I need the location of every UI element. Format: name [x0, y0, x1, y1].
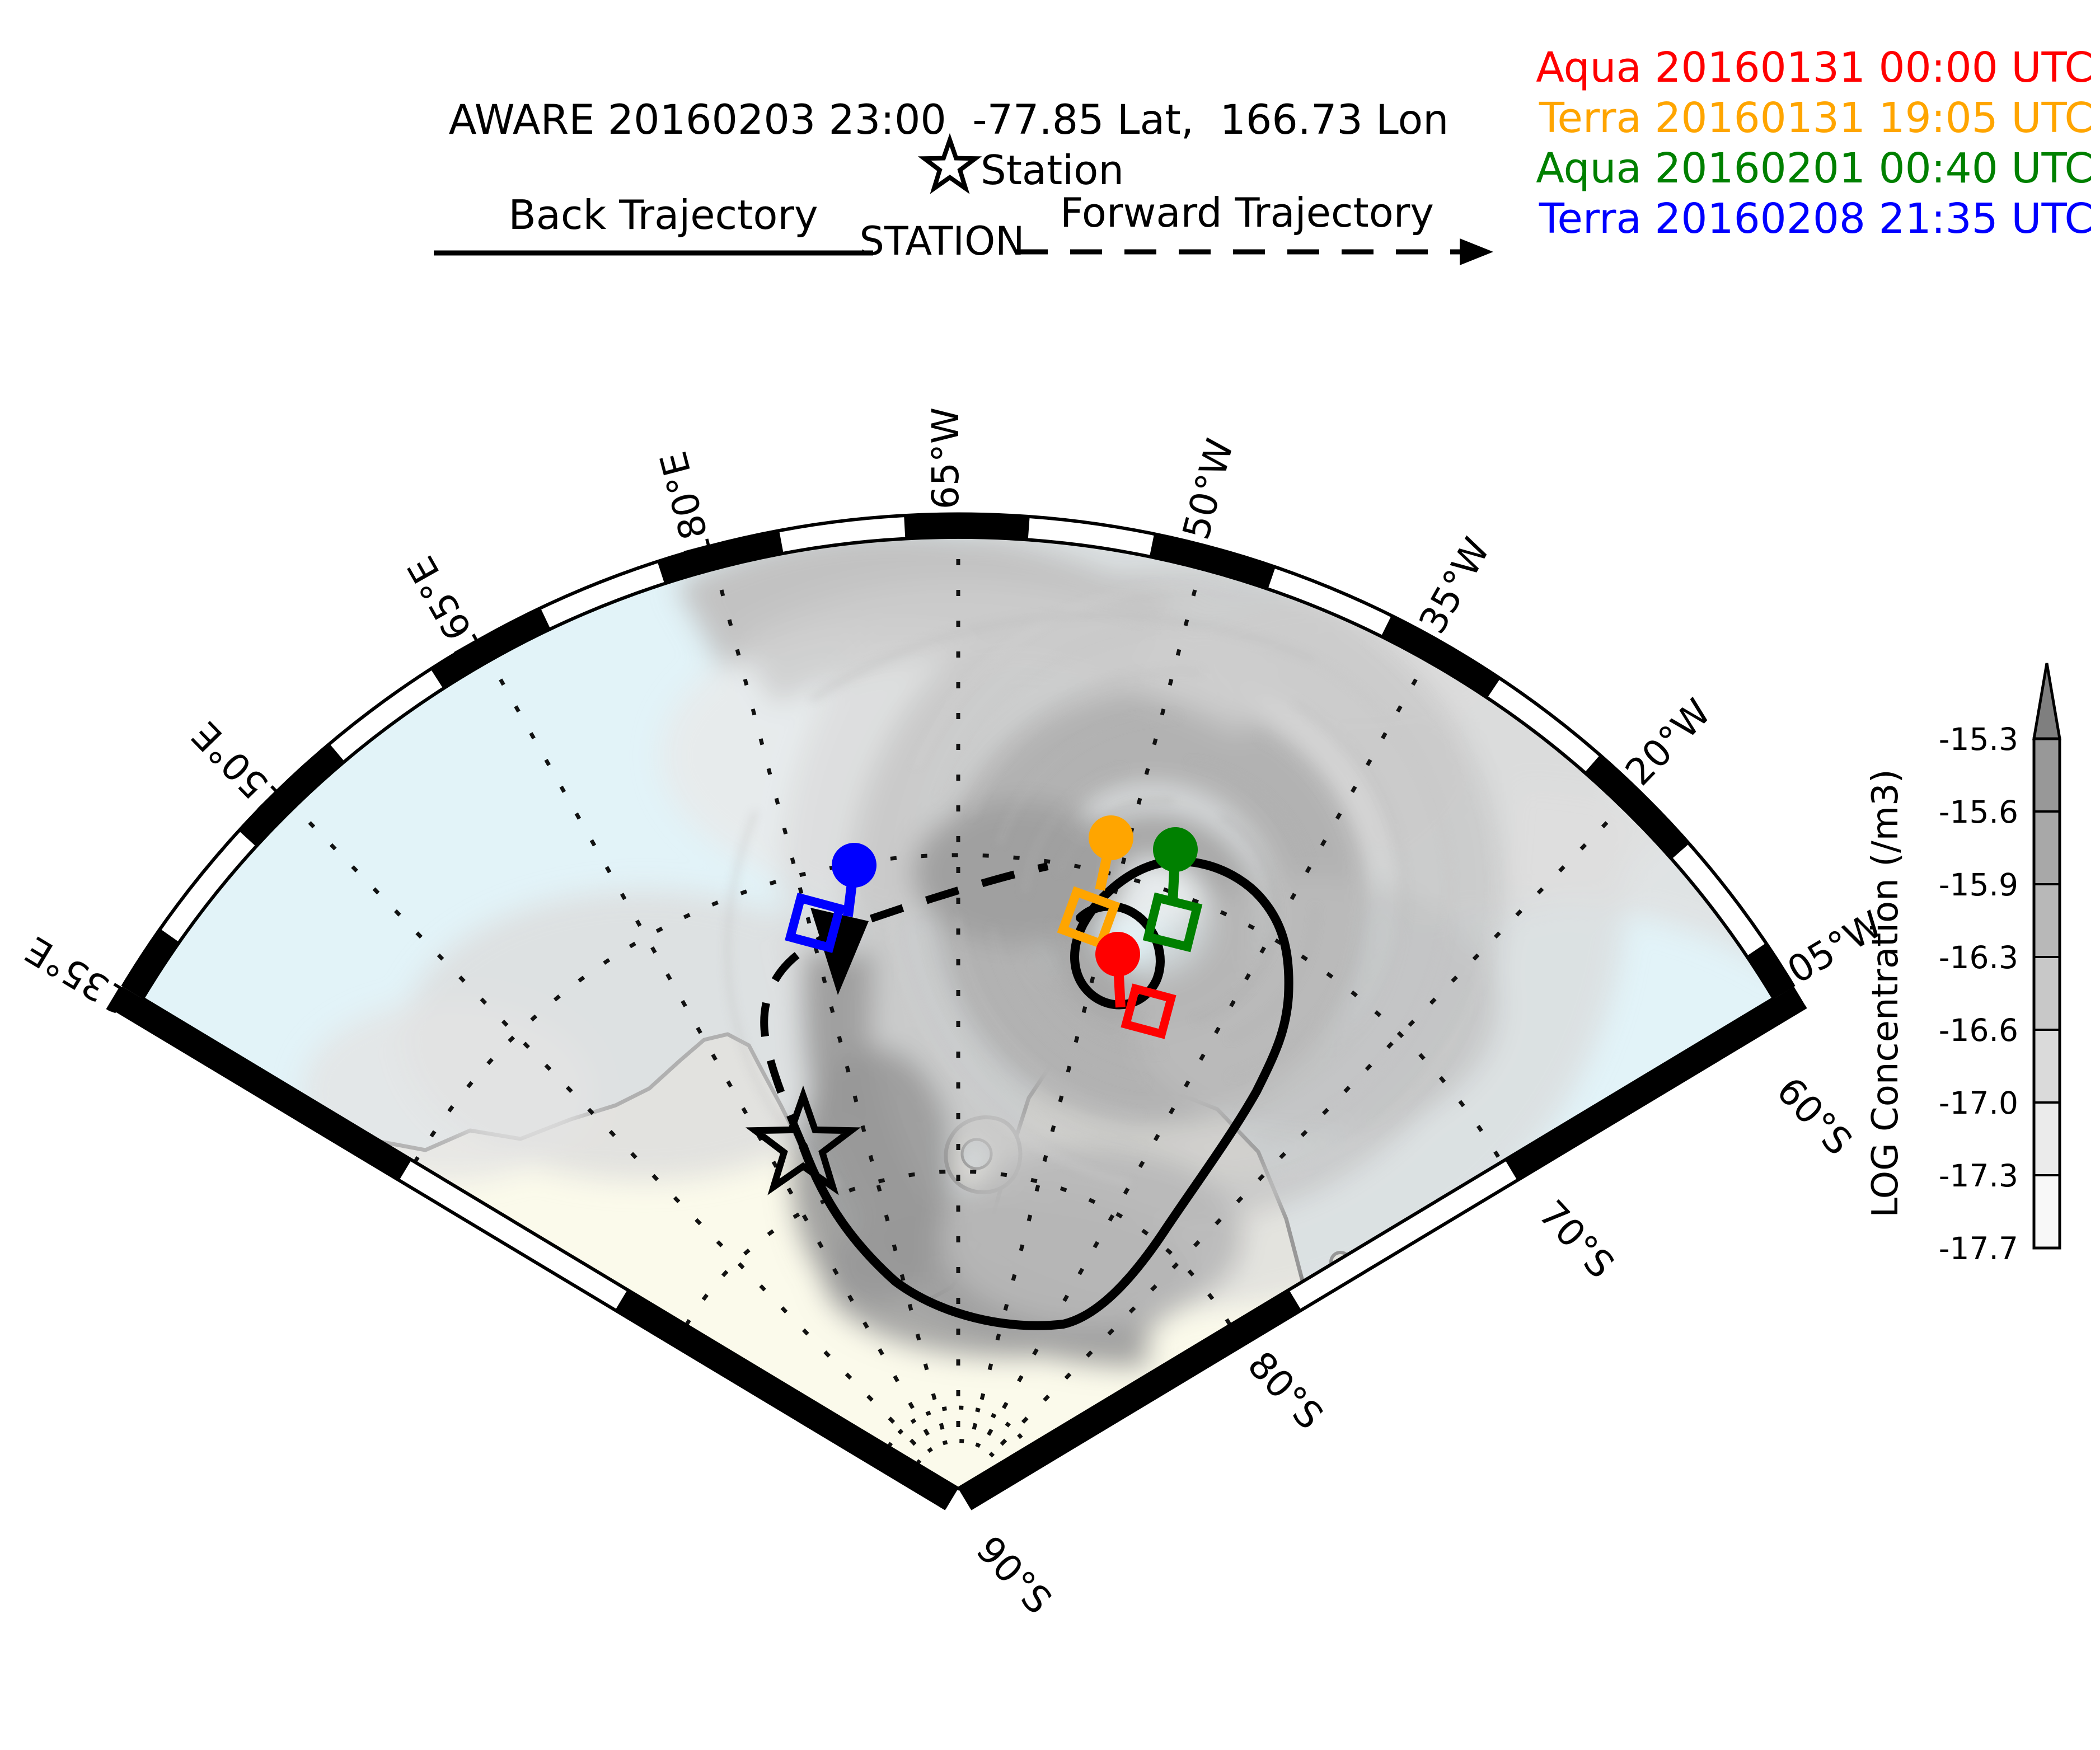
forward-arrow-icon	[810, 908, 869, 995]
meridian-label: 165°E	[399, 549, 492, 668]
marker-aqua-20160131	[1095, 932, 1176, 1039]
parallel-label: 80°S	[1239, 1343, 1332, 1438]
trajectory-map: 135°E 150°E 165°E 180°E 165°W 150°W 135°…	[18, 407, 1890, 1622]
islet	[1352, 1280, 1371, 1299]
parallel-label: 70°S	[1530, 1192, 1623, 1287]
station-caps-label: STATION	[859, 218, 1025, 264]
marker-aqua-20160201	[1142, 827, 1203, 953]
colorbar: -15.3 -15.6 -15.9 -16.3 -16.6 -17.0 -17.…	[1865, 663, 2061, 1266]
legend-aqua-2: Aqua 20160201 00:40 UTC	[1536, 144, 2093, 193]
legend-terra-1: Terra 20160131 19:05 UTC	[1539, 94, 2093, 142]
legend-aqua-1: Aqua 20160131 00:00 UTC	[1536, 44, 2093, 92]
graticule	[293, 537, 1624, 1465]
station-star-icon	[745, 1085, 861, 1195]
colorbar-tick: -15.9	[1939, 867, 2018, 903]
meridian-label: 150°E	[184, 713, 293, 823]
meridian-label: 150°W	[1168, 434, 1242, 566]
colorbar-tick: -15.3	[1939, 721, 2018, 757]
meridian-label: 135°E	[18, 928, 137, 1022]
colorbar-extend-triangle	[2032, 663, 2061, 740]
back-trajectory-label: Back Trajectory	[508, 191, 818, 238]
trajectories	[760, 857, 1293, 1330]
marker-terra-20160208	[785, 843, 876, 953]
star-icon	[917, 133, 982, 194]
colorbar-ticks: -15.3 -15.6 -15.9 -16.3 -16.6 -17.0 -17.…	[1939, 721, 2018, 1266]
colorbar-tick: -15.6	[1939, 794, 2018, 830]
colorbar-tick: -16.3	[1939, 940, 2018, 975]
parallel-label: 60°S	[1768, 1069, 1860, 1163]
colorbar-tick: -17.7	[1939, 1231, 2018, 1266]
meridian-label: 180°E	[651, 447, 722, 567]
station-legend-label: Station	[981, 147, 1124, 194]
forward-trajectory-path	[760, 862, 1049, 1148]
parallel-label: 90°S	[968, 1528, 1060, 1622]
trajectory-key-lines	[434, 133, 1493, 265]
colorbar-tick: -17.0	[1939, 1085, 2018, 1121]
colorbar-tick: -16.6	[1939, 1012, 2018, 1048]
meridian-label: 165°W	[924, 407, 967, 533]
arrow-icon	[1460, 238, 1493, 265]
legend-terra-2: Terra 20160208 21:35 UTC	[1539, 195, 2093, 243]
forward-trajectory-label: Forward Trajectory	[1060, 189, 1434, 236]
colorbar-tick: -17.3	[1939, 1158, 2018, 1194]
meridian-label: 120°W	[1601, 691, 1719, 810]
marker-terra-20160131	[1057, 815, 1133, 950]
plume-streaks	[725, 583, 1496, 1191]
colorbar-title: LOG Concentration (/m3)	[1865, 769, 1906, 1217]
overpass-markers	[785, 815, 1203, 1039]
figure-title: AWARE 20160203 23:00 -77.85 Lat, 166.73 …	[448, 96, 1449, 144]
meridian-label: 135°W	[1399, 531, 1498, 661]
islet	[1365, 1307, 1383, 1325]
back-trajectory-path	[799, 857, 1293, 1330]
map-frame	[109, 512, 1807, 1510]
